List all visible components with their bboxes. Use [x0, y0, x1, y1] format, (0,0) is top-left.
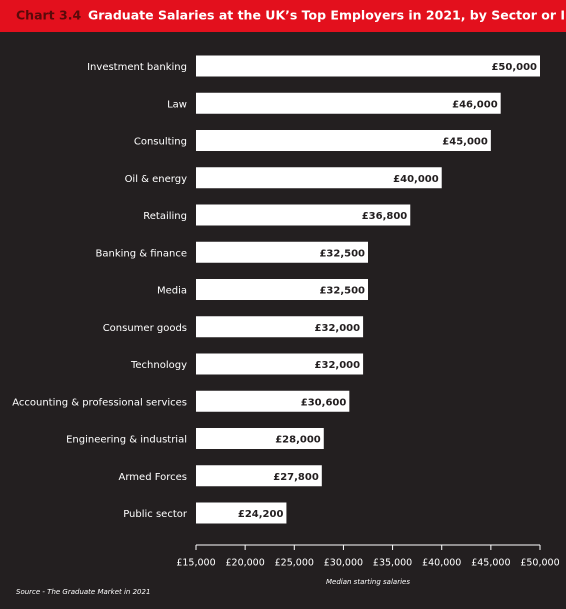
- bar: [196, 316, 364, 338]
- value-label: £24,200: [238, 509, 284, 520]
- chart-title: Graduate Salaries at the UK’s Top Employ…: [88, 8, 566, 23]
- x-tick-label: £25,000: [275, 558, 314, 569]
- chart-number: Chart 3.4: [16, 8, 81, 23]
- y-tick-label: Media: [157, 286, 187, 297]
- x-tick-label: £15,000: [176, 558, 215, 569]
- value-label: £32,500: [319, 286, 365, 297]
- y-tick-label: Banking & finance: [96, 248, 188, 259]
- value-label: £32,500: [319, 248, 365, 259]
- y-tick-label: Consumer goods: [103, 323, 187, 334]
- x-tick-label: £45,000: [471, 558, 510, 569]
- value-label: £46,000: [452, 99, 498, 110]
- y-tick-label: Technology: [130, 360, 187, 371]
- x-tick-label: £30,000: [324, 558, 363, 569]
- y-tick-label: Accounting & professional services: [12, 397, 187, 408]
- y-tick-label: Law: [167, 99, 187, 110]
- x-tick-label: £40,000: [422, 558, 461, 569]
- bar: [196, 502, 287, 524]
- x-axis-title: Median starting salaries: [326, 578, 410, 586]
- value-label: £32,000: [315, 323, 361, 334]
- value-label: £45,000: [442, 137, 488, 148]
- value-label: £27,800: [273, 472, 319, 483]
- bar: [196, 55, 540, 77]
- bar: [196, 167, 442, 189]
- y-tick-label: Armed Forces: [119, 472, 187, 483]
- y-tick-label: Public sector: [123, 509, 188, 520]
- y-tick-label: Oil & energy: [125, 174, 188, 185]
- x-tick-label: £20,000: [225, 558, 264, 569]
- value-label: £50,000: [491, 62, 537, 73]
- source: Source - The Graduate Market in 2021: [16, 588, 150, 596]
- bar: [196, 353, 364, 375]
- bar: [196, 92, 501, 114]
- value-label: £36,800: [362, 211, 408, 222]
- x-tick-label: £35,000: [373, 558, 412, 569]
- value-label: £32,000: [315, 360, 361, 371]
- bar: [196, 279, 368, 300]
- bar: [196, 130, 491, 151]
- bar: [196, 428, 324, 449]
- value-label: £40,000: [393, 174, 439, 185]
- x-tick-label: £50,000: [520, 558, 559, 569]
- value-label: £30,600: [301, 397, 347, 408]
- bar: [196, 241, 368, 263]
- title-bar: [0, 0, 566, 32]
- y-tick-label: Retailing: [143, 211, 187, 222]
- y-tick-label: Consulting: [134, 137, 187, 148]
- bar: [196, 204, 411, 226]
- value-label: £28,000: [275, 435, 321, 446]
- y-tick-label: Engineering & industrial: [66, 435, 187, 446]
- bar: [196, 390, 350, 412]
- bar: [196, 465, 322, 487]
- y-tick-label: Investment banking: [87, 62, 187, 73]
